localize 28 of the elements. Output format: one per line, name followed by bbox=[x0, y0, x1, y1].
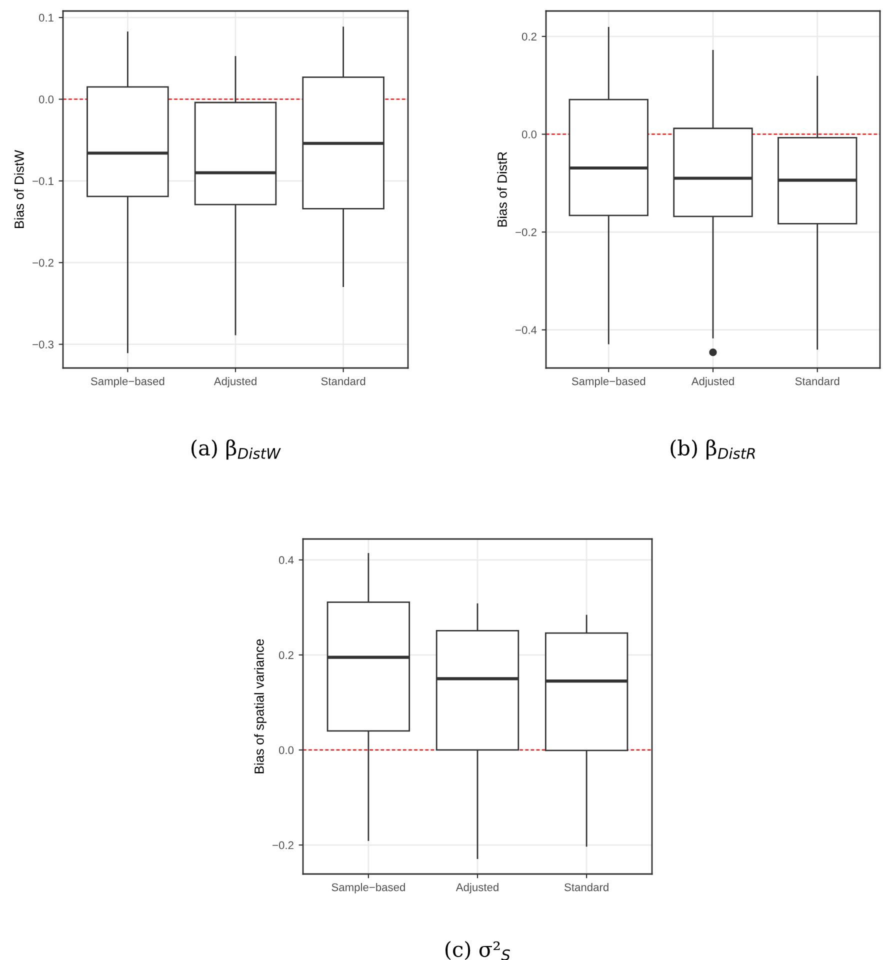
text: (b) β$_{DistR}$ bbox=[670, 439, 755, 460]
y-tick-label: −0.2 bbox=[272, 841, 294, 850]
y-tick-label: −0.2 bbox=[32, 258, 54, 267]
y-tick-label: −0.1 bbox=[32, 177, 54, 186]
y-tick-label: 0.0 bbox=[278, 746, 294, 754]
y-tick-label: −0.4 bbox=[516, 326, 537, 334]
y-axis-title: Bias of DistR bbox=[497, 152, 507, 227]
text: (c) σ²$_{S}$ bbox=[446, 940, 510, 960]
x-tick-label: Adjusted bbox=[691, 377, 734, 388]
y-tick-label: 0.2 bbox=[278, 651, 294, 660]
x-tick-label: Standard bbox=[321, 377, 366, 386]
x-tick-label: Standard bbox=[795, 377, 840, 386]
x-tick-label: Adjusted bbox=[456, 883, 498, 894]
x-tick-label: Sample−based bbox=[332, 883, 405, 894]
x-tick-label: Adjusted bbox=[214, 377, 256, 388]
y-tick-label: 0.4 bbox=[278, 556, 294, 564]
y-axis-title: Bias of spatial variance bbox=[254, 639, 266, 774]
x-tick-label: Standard bbox=[564, 883, 608, 892]
y-tick-label: 0.0 bbox=[522, 130, 537, 138]
text: (a) β$_{DistW}$ bbox=[192, 439, 281, 460]
y-tick-label: −0.2 bbox=[516, 228, 536, 236]
x-tick-label: Sample−based bbox=[572, 377, 646, 388]
y-tick-label: 0.2 bbox=[522, 32, 536, 41]
y-tick-label: 0.1 bbox=[38, 14, 54, 22]
y-tick-label: −0.3 bbox=[32, 340, 54, 348]
y-tick-label: 0.0 bbox=[38, 95, 54, 104]
x-tick-label: Sample−based bbox=[90, 377, 164, 388]
y-axis-title: Bias of DistW bbox=[14, 150, 24, 228]
